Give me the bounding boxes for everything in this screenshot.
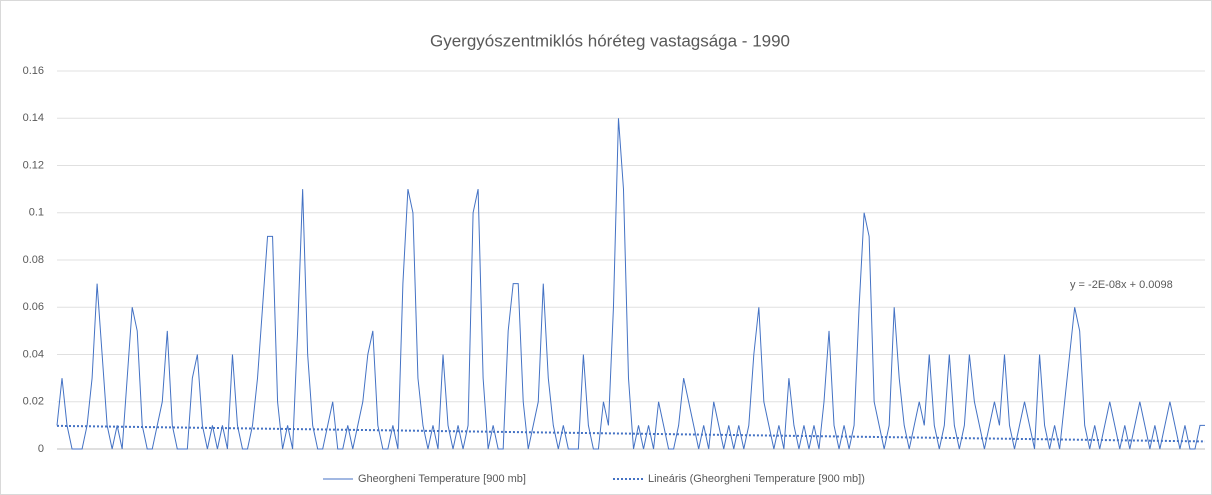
trend-equation: y = -2E-08x + 0.0098: [1070, 279, 1173, 291]
y-tick-label: 0.16: [23, 65, 44, 77]
y-tick-label: 0.1: [29, 207, 44, 219]
data-line: [56, 118, 1205, 450]
trend-line: [56, 424, 1206, 443]
y-tick-label: 0.04: [23, 348, 44, 360]
y-tick-label: 0.12: [23, 159, 44, 171]
legend-label: Gheorgheni Temperature [900 mb]: [358, 473, 526, 485]
y-tick-label: 0.08: [23, 254, 44, 266]
y-tick-label: 0: [38, 443, 44, 455]
legend-label: Lineáris (Gheorgheni Temperature [900 mb…: [648, 473, 865, 485]
y-tick-label: 0.02: [23, 396, 44, 408]
y-tick-label: 0.06: [23, 301, 44, 313]
y-tick-label: 0.14: [23, 112, 44, 124]
chart-title: Gyergyószentmiklós hóréteg vastagsága - …: [430, 31, 790, 50]
